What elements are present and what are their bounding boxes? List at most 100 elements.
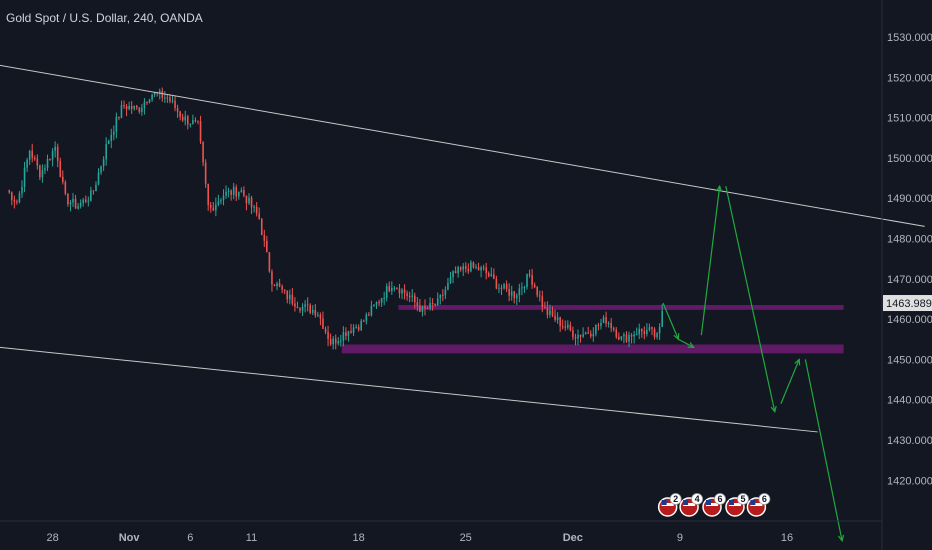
x-tick-label: 25 (460, 532, 472, 544)
candle-body (176, 108, 179, 112)
candle-body (457, 267, 459, 274)
candle-body (67, 193, 69, 205)
candle-body (189, 124, 192, 126)
candle-body (508, 289, 510, 296)
candle-body (72, 198, 74, 203)
candle-body (528, 273, 531, 276)
candle-body (95, 184, 97, 192)
candle-body (439, 295, 442, 299)
candle-body (454, 271, 457, 274)
candle-body (347, 331, 350, 336)
candle-body (618, 336, 620, 340)
candle-body (13, 199, 16, 202)
candle-body (646, 329, 648, 335)
candle-body (123, 105, 125, 107)
y-tick-label: 1490.000 (887, 193, 932, 205)
candle-body (62, 176, 64, 183)
candle-body (337, 341, 340, 344)
event-count-label: 5 (740, 494, 745, 504)
x-tick-label: 28 (46, 532, 58, 544)
candle-body (630, 335, 633, 337)
candle-body (413, 295, 416, 303)
candle-body (120, 105, 123, 118)
candle-body (202, 141, 204, 163)
candle-body (79, 202, 82, 207)
event-count-badge (758, 493, 771, 505)
candle-body (561, 326, 564, 328)
candle-body (222, 195, 225, 201)
candle-body (245, 195, 248, 204)
candle-body (169, 97, 171, 102)
candle-body (220, 200, 222, 202)
candle-body (278, 283, 281, 287)
candle-body (340, 340, 342, 342)
candle-body (41, 170, 44, 178)
candle-body (8, 190, 11, 193)
candle-body (487, 272, 490, 277)
candle-body (243, 190, 245, 196)
candle-body (503, 284, 505, 289)
candle-body (125, 106, 128, 110)
candle-body (217, 201, 220, 205)
candle-body (482, 267, 485, 269)
candle-body (54, 146, 56, 151)
candle-body (342, 332, 345, 341)
candle-body (334, 338, 337, 344)
candle-body (498, 287, 500, 289)
candle-body (107, 140, 110, 145)
candle-body (472, 262, 475, 268)
candle-body (429, 302, 431, 309)
candle-body (151, 94, 153, 100)
y-tick-label: 1480.000 (887, 234, 932, 246)
candle-body (46, 159, 49, 169)
candle-body (319, 314, 322, 319)
candle-body (253, 206, 255, 208)
time-axis[interactable]: 28 Nov 6 11 18 25 Dec 9 16 (46, 532, 793, 544)
candle-body (564, 326, 567, 328)
candle-body (102, 159, 105, 167)
event-count-badge (691, 493, 703, 505)
candle-body (59, 160, 62, 177)
candle-body (628, 335, 630, 342)
candle-body (164, 97, 166, 99)
candle-body (452, 271, 454, 278)
projection-segment (678, 338, 694, 348)
event-count-badge (669, 493, 682, 505)
candle-body (551, 310, 554, 316)
candle-body (194, 120, 197, 122)
candle-body (322, 318, 324, 329)
lower-channel (0, 346, 818, 433)
candle-body (625, 334, 628, 342)
candle-body (638, 328, 641, 335)
candle-body (518, 288, 521, 296)
candle-body (289, 294, 291, 300)
y-tick-label: 1460.000 (887, 314, 932, 326)
x-tick-label: 18 (352, 532, 364, 544)
candle-body (442, 295, 444, 297)
y-tick-label: 1500.000 (887, 153, 932, 165)
last-price-tag-bg (883, 295, 932, 312)
candle-body (447, 282, 449, 290)
candle-body (174, 100, 176, 109)
candle-body (605, 317, 607, 324)
candle-body (148, 99, 151, 103)
candle-body (135, 105, 138, 108)
price-axis[interactable]: 1530.000 1520.000 1510.000 1500.000 1490.000… (887, 32, 932, 487)
candle-body (495, 278, 498, 289)
candle-body (383, 297, 385, 299)
candle-body (582, 334, 584, 337)
candle-body (567, 324, 569, 328)
candle-body (248, 197, 250, 204)
chart-title: Gold Spot / U.S. Dollar, 240, OANDA (6, 11, 203, 25)
candle-body (419, 306, 421, 312)
candle-body (424, 306, 426, 309)
projection-segment (700, 186, 721, 336)
candle-body (579, 334, 582, 337)
candle-body (294, 303, 296, 307)
candle-body (209, 205, 212, 208)
event-flag-stripe (750, 503, 763, 506)
candle-body (133, 105, 136, 109)
candle-body (240, 190, 243, 193)
candle-body (77, 206, 79, 209)
